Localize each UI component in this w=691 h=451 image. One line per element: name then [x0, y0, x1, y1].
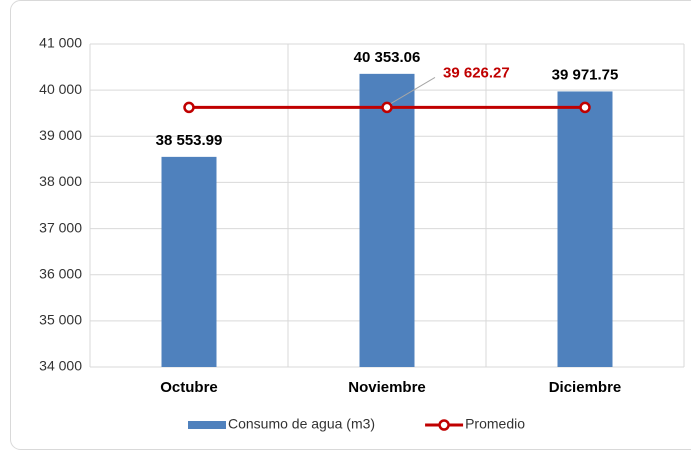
x-tick-label: Noviembre	[348, 379, 426, 396]
data-label: 39 626.27	[443, 64, 510, 81]
data-label: 40 353.06	[354, 49, 421, 66]
line-marker	[381, 101, 393, 114]
line-marker	[183, 101, 195, 114]
x-tick-label: Octubre	[160, 379, 218, 396]
y-tick-label: 41 000	[39, 35, 82, 51]
bar	[557, 91, 613, 367]
y-tick-label: 39 000	[39, 127, 82, 143]
line-marker	[579, 101, 591, 114]
legend-swatch	[188, 421, 226, 429]
data-label: 38 553.99	[156, 132, 223, 149]
legend-marker	[438, 419, 450, 431]
y-tick-label: 36 000	[39, 265, 82, 281]
y-tick-label: 34 000	[39, 358, 82, 374]
y-tick-label: 37 000	[39, 219, 82, 235]
bar	[161, 156, 217, 367]
legend-label: Promedio	[465, 416, 525, 432]
y-tick-label: 38 000	[39, 173, 82, 189]
legend-label: Consumo de agua (m3)	[228, 416, 375, 432]
data-label: 39 971.75	[552, 66, 619, 83]
y-tick-label: 40 000	[39, 81, 82, 97]
x-tick-label: Diciembre	[549, 379, 622, 396]
bar	[359, 73, 415, 368]
y-tick-label: 35 000	[39, 312, 82, 328]
leader-line	[390, 76, 436, 104]
